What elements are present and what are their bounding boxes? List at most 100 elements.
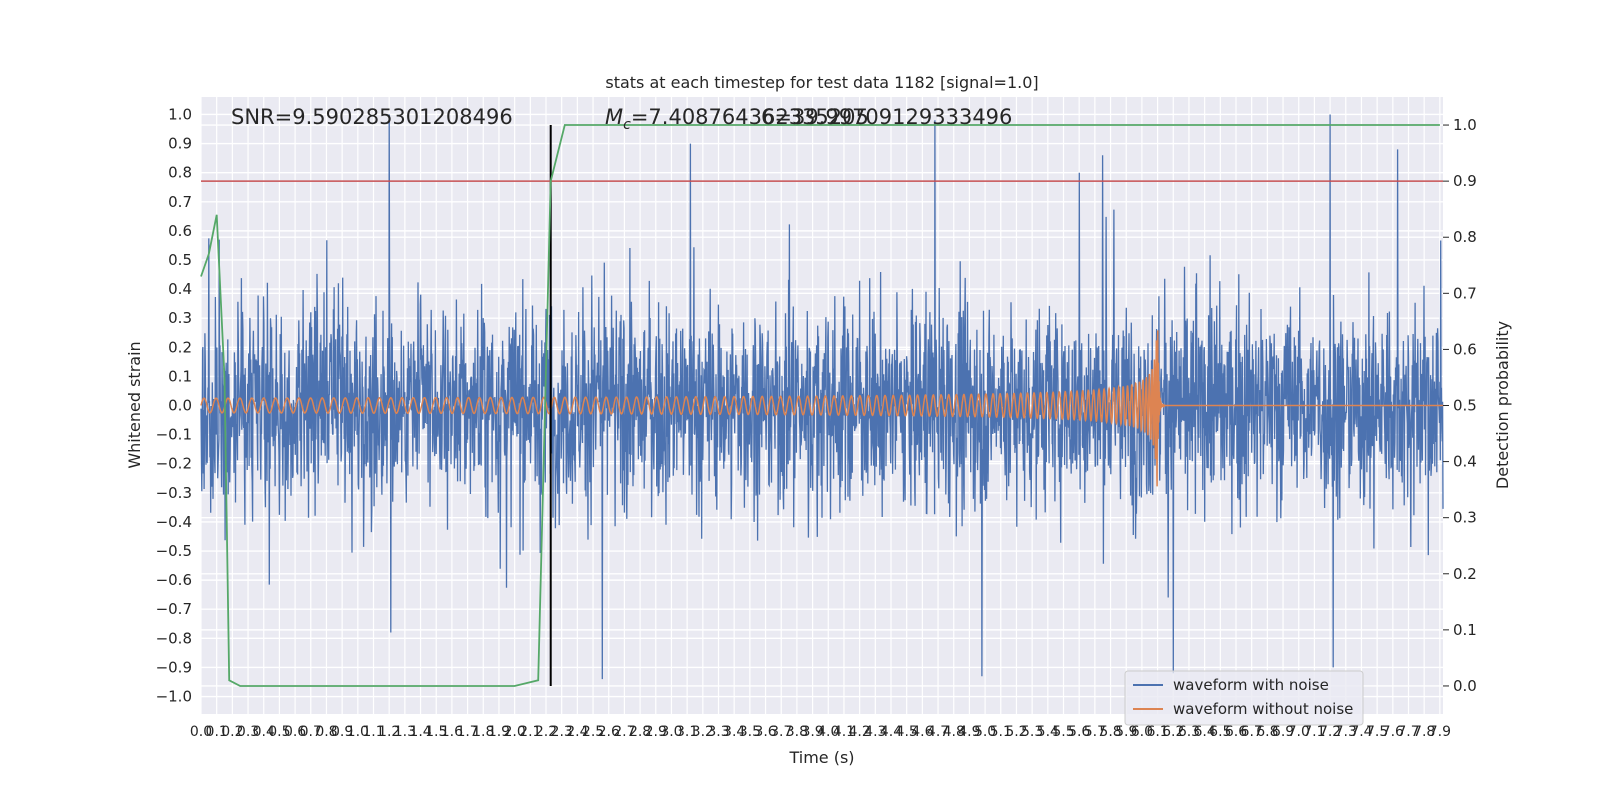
y2-tick-label: 0.3	[1453, 509, 1477, 527]
x-tick-label: 5.1	[990, 724, 1012, 740]
legend-label-waveform-without-noise: waveform without noise	[1173, 700, 1353, 718]
x-tick-label: 7.6	[1382, 724, 1404, 740]
y-tick-label: 0.5	[168, 251, 192, 269]
y2-tick-label: 0.7	[1453, 284, 1477, 302]
x-tick-label: 5.3	[1021, 724, 1043, 740]
x-tick-label: 1.8	[472, 724, 494, 740]
x-tick-label: 5.5	[1052, 724, 1074, 740]
x-tick-label: 4.2	[849, 724, 871, 740]
x-tick-label: 5.0	[974, 724, 996, 740]
x-tick-label: 1.3	[394, 724, 416, 740]
y2-axis-ticks: 1.0 0.9 0.8 0.7 0.6 0.5 0.4 0.3 0.2 0.1 0.0	[1443, 116, 1477, 695]
x-tick-label: 7.2	[1319, 724, 1341, 740]
x-tick-label: 3.0	[660, 724, 682, 740]
x-tick-label: 6.3	[1178, 724, 1200, 740]
snr-annotation: SNR=9.590285301208496	[231, 105, 513, 129]
x-tick-label: 1.9	[488, 724, 510, 740]
y2-tick-label: 0.0	[1453, 677, 1477, 695]
x-tick-label: 4.4	[880, 724, 902, 740]
x-tick-label: 5.7	[1084, 724, 1106, 740]
y-tick-label: −0.1	[156, 426, 192, 444]
x-tick-label: 3.9	[801, 724, 823, 740]
x-tick-label: 7.3	[1335, 724, 1357, 740]
y-tick-label: −0.9	[156, 658, 192, 676]
y-tick-label: −0.5	[156, 542, 192, 560]
x-tick-label: 4.3	[864, 724, 886, 740]
y-axis-ticks: 1.0 0.9 0.8 0.7 0.6 0.5 0.4 0.3 0.2 0.1 0.0 −0.1 −0.…	[156, 105, 192, 705]
x-tick-label: 2.5	[582, 724, 604, 740]
x-tick-label: 2.2	[535, 724, 557, 740]
y-tick-label: −0.3	[156, 484, 192, 502]
y2-tick-label: 0.1	[1453, 621, 1477, 639]
x-tick-label: 2.0	[504, 724, 526, 740]
x-tick-label: 3.3	[707, 724, 729, 740]
x-tick-label: 3.8	[786, 724, 808, 740]
x-tick-label: 1.1	[362, 724, 384, 740]
x-tick-label: 5.9	[1115, 724, 1137, 740]
x-tick-label: 3.5	[739, 724, 761, 740]
x-tick-label: 2.6	[598, 724, 620, 740]
x-tick-label: 1.5	[425, 724, 447, 740]
y2-tick-label: 0.4	[1453, 453, 1477, 471]
x-tick-label: 0.9	[331, 724, 353, 740]
series-waveform-with-noise	[200, 114, 1444, 680]
y-tick-label: −0.8	[156, 629, 192, 647]
y-tick-label: 0.0	[168, 397, 192, 415]
y-tick-label: 0.3	[168, 309, 192, 327]
x-tick-label: 1.7	[456, 724, 478, 740]
y-tick-label: −1.0	[156, 688, 192, 706]
x-tick-label: 1.4	[409, 724, 431, 740]
x-axis-label: Time (s)	[788, 748, 854, 767]
y-tick-label: 0.8	[168, 164, 192, 182]
x-tick-label: 2.3	[551, 724, 573, 740]
x-tick-label: 0.2	[221, 724, 243, 740]
x-tick-label: 6.1	[1146, 724, 1168, 740]
y-tick-label: 0.6	[168, 222, 192, 240]
y-tick-label: −0.6	[156, 571, 192, 589]
y-tick-label: 0.9	[168, 135, 192, 153]
y-tick-label: 0.7	[168, 193, 192, 211]
x-tick-label: 7.8	[1413, 724, 1435, 740]
y2-tick-label: 0.9	[1453, 172, 1477, 190]
chirp-mass-annotation: Mc=7.408764362335205	[605, 105, 869, 133]
x-tick-label: 7.4	[1350, 724, 1372, 740]
x-tick-label: 1.2	[378, 724, 400, 740]
x-tick-label: 4.9	[958, 724, 980, 740]
x-tick-label: 5.4	[1037, 724, 1059, 740]
chart-title: stats at each timestep for test data 118…	[605, 73, 1038, 92]
x-tick-label: 0.8	[315, 724, 337, 740]
y-tick-label: −0.2	[156, 455, 192, 473]
x-tick-label: 7.7	[1397, 724, 1419, 740]
x-tick-label: 3.7	[770, 724, 792, 740]
x-tick-label: 0.3	[237, 724, 259, 740]
x-tick-label: 7.1	[1303, 724, 1325, 740]
x-tick-label: 0.6	[284, 724, 306, 740]
y-tick-label: 0.1	[168, 367, 192, 385]
x-tick-label: 6.9	[1272, 724, 1294, 740]
y-axis-label: Whitened strain	[125, 341, 144, 468]
legend-label-waveform-with-noise: waveform with noise	[1173, 676, 1329, 694]
x-tick-label: 2.1	[519, 724, 541, 740]
x-tick-label: 4.6	[911, 724, 933, 740]
x-tick-label: 3.6	[754, 724, 776, 740]
x-tick-label: 7.0	[1288, 724, 1310, 740]
x-axis-ticks: 0.00.10.20.30.40.50.60.70.80.91.01.11.21…	[190, 724, 1451, 740]
series-waveform-without-noise	[200, 330, 1443, 487]
x-tick-label: 1.6	[441, 724, 463, 740]
legend: waveform with noise waveform without noi…	[1124, 670, 1364, 726]
x-tick-label: 1.0	[347, 724, 369, 740]
x-tick-label: 2.7	[613, 724, 635, 740]
x-tick-label: 5.2	[1005, 724, 1027, 740]
x-tick-label: 3.1	[676, 724, 698, 740]
x-tick-label: 6.4	[1194, 724, 1216, 740]
x-tick-label: 0.4	[253, 724, 275, 740]
x-tick-label: 5.6	[1068, 724, 1090, 740]
x-tick-label: 6.8	[1256, 724, 1278, 740]
x-tick-label: 6.0	[1131, 724, 1153, 740]
x-tick-label: 4.7	[927, 724, 949, 740]
x-tick-label: 7.5	[1366, 724, 1388, 740]
y2-tick-label: 0.6	[1453, 340, 1477, 358]
series-detection-probability	[200, 124, 1440, 687]
x-tick-label: 0.7	[300, 724, 322, 740]
